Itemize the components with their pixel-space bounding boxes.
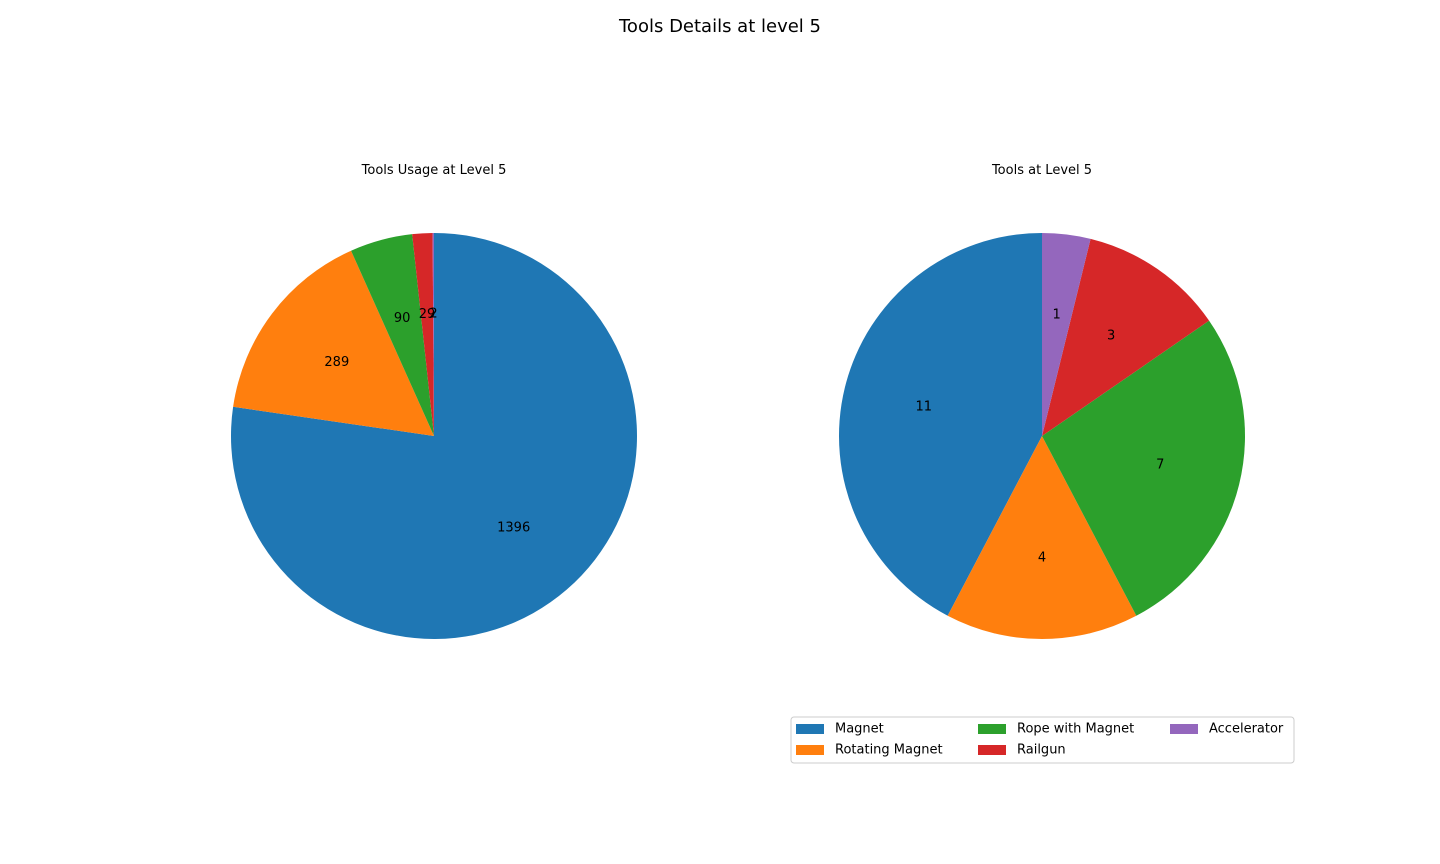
legend-swatch-magnet	[796, 724, 824, 734]
legend-swatch-accelerator	[1170, 724, 1198, 734]
left-pie-slice-accelerator	[432, 233, 434, 436]
right-pie-value-label-accelerator: 1	[1053, 308, 1061, 323]
figure-title: Tools Details at level 5	[618, 16, 821, 37]
legend-swatch-rope-with-magnet	[978, 724, 1006, 734]
right-pie-slice-railgun	[1042, 238, 1210, 436]
left-pie-slice-rotating-magnet	[233, 250, 434, 436]
left-pie-slice-railgun	[412, 233, 434, 436]
right-pie-slice-accelerator	[1042, 233, 1091, 436]
legend-swatch-railgun	[978, 745, 1006, 755]
right-pie-value-label-rotating-magnet: 4	[1038, 550, 1046, 565]
legend-label-railgun: Railgun	[1017, 743, 1066, 758]
legend: Magnet Rotating Magnet Rope with Magnet Rai…	[790, 716, 1295, 764]
right-pie-title: Tools at Level 5	[991, 163, 1092, 178]
right-pie-value-label-railgun: 3	[1107, 328, 1115, 343]
right-pie-slice-rope-with-magnet	[1042, 320, 1245, 616]
left-pie-chart: 1396 289 90 292	[230, 233, 637, 640]
left-pie-value-label-accelerator: 2	[429, 307, 437, 322]
left-pie-slice-magnet	[230, 233, 637, 640]
left-pie-value-label-railgun: 29	[419, 307, 436, 322]
legend-label-rotating-magnet: Rotating Magnet	[835, 743, 943, 758]
left-pie-value-label-magnet: 1396	[497, 521, 530, 536]
right-pie-slice-rotating-magnet	[947, 436, 1137, 639]
legend-frame	[790, 716, 1295, 764]
legend-label-rope-with-magnet: Rope with Magnet	[1017, 722, 1134, 737]
left-pie-title: Tools Usage at Level 5	[361, 163, 507, 178]
right-pie-value-label-rope-with-magnet: 7	[1156, 458, 1164, 473]
legend-swatch-rotating-magnet	[796, 745, 824, 755]
right-pie-chart: 11 4 7 3 1	[838, 233, 1245, 639]
left-pie-value-label-rope-with-magnet: 90	[394, 311, 411, 326]
legend-label-magnet: Magnet	[835, 722, 884, 737]
legend-label-accelerator: Accelerator	[1209, 722, 1284, 737]
right-pie-slice-magnet	[838, 233, 1042, 616]
left-pie-value-label-rotating-magnet: 289	[324, 355, 349, 370]
left-pie-slice-rope-with-magnet	[351, 234, 434, 436]
right-pie-value-label-magnet: 11	[915, 399, 932, 414]
